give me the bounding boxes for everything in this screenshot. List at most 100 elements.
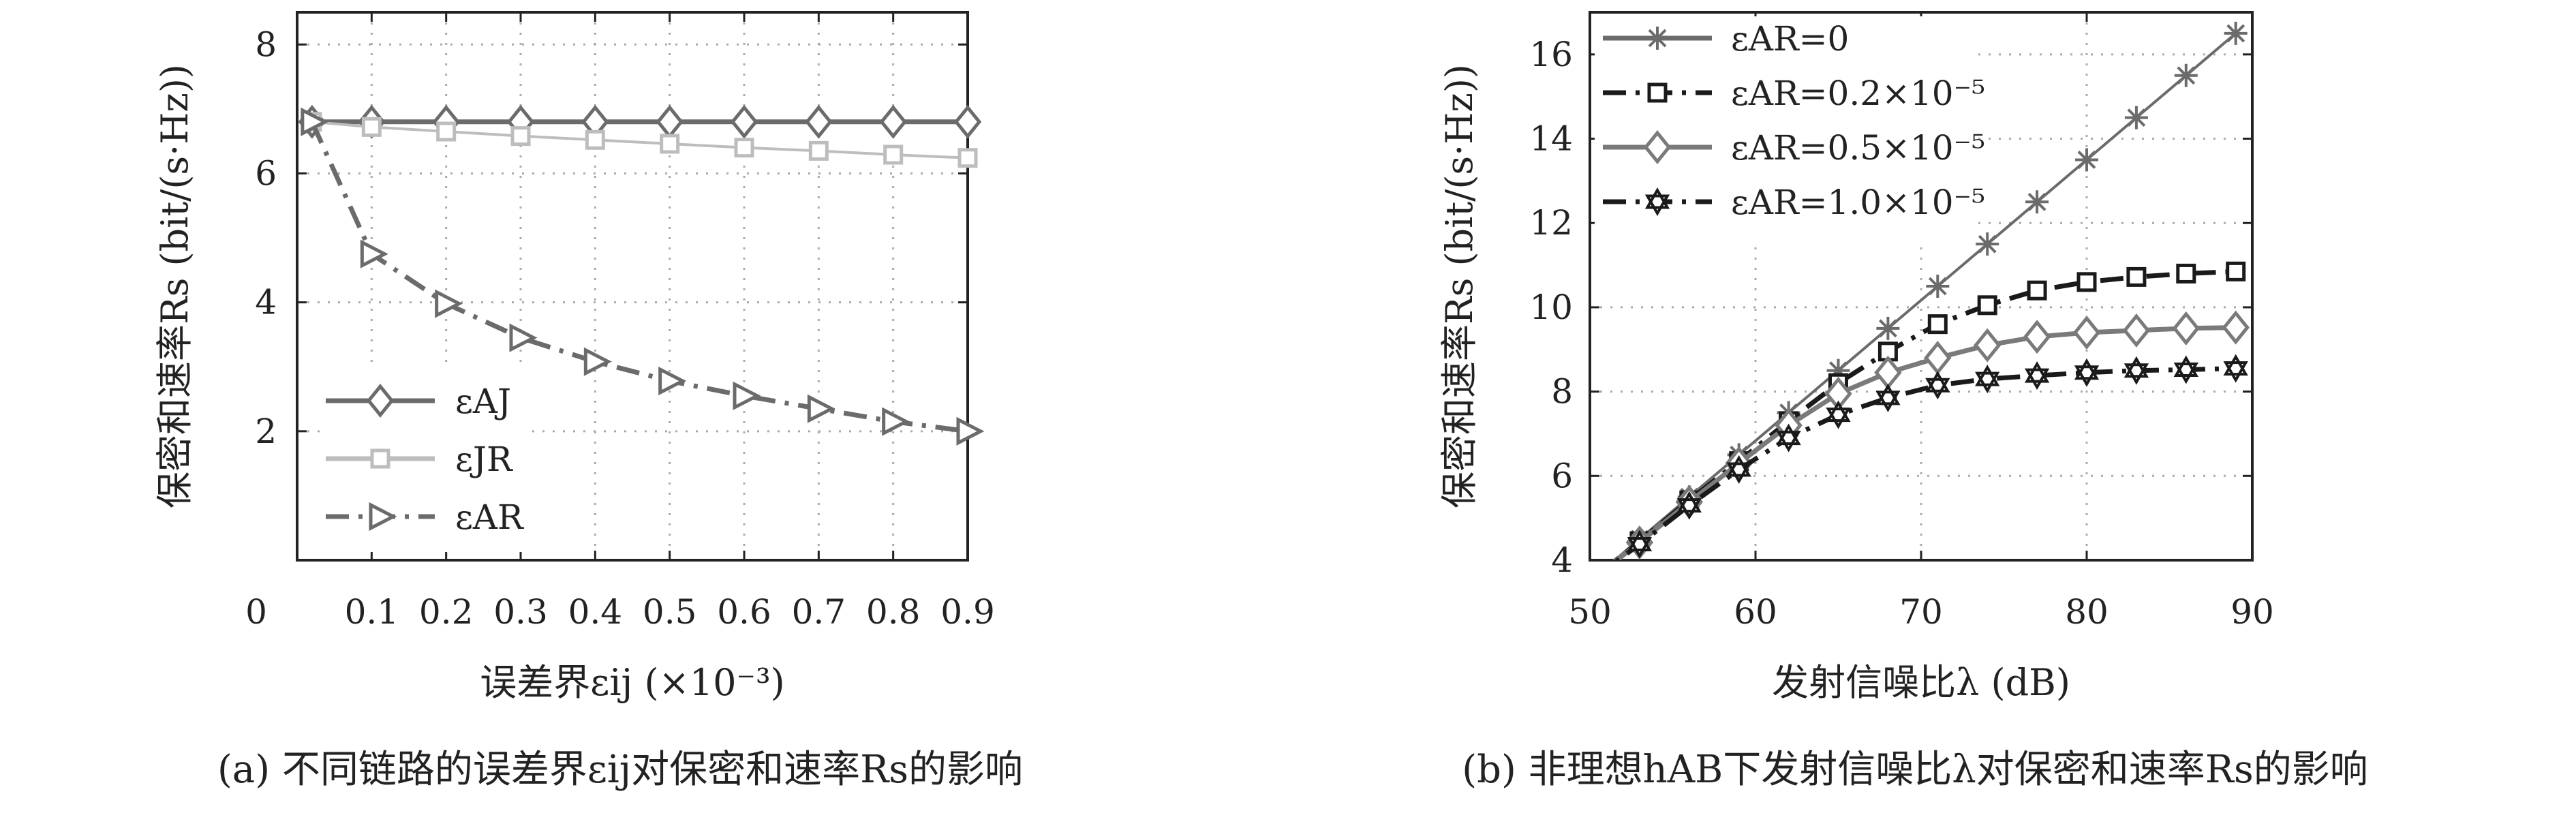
data-point [2222, 310, 2250, 345]
data-point [808, 140, 829, 161]
y-axis-label: 保密和速率Rs (bit/(s·Hz)) [1438, 64, 1481, 508]
data-point [1826, 358, 1850, 382]
data-point [2122, 313, 2151, 348]
legend-label: εAR=0 [1731, 19, 1849, 59]
data-point [957, 148, 978, 168]
data-point [953, 104, 982, 139]
legend-marker-icon [370, 448, 390, 469]
y-tick-label: 8 [255, 25, 277, 64]
data-point [2174, 63, 2198, 87]
series-2 [301, 107, 985, 446]
data-point [882, 407, 910, 436]
legend-entry [1603, 27, 1712, 50]
data-point [1973, 328, 2002, 363]
caption: (b) 非理想hAB下发射信噪比λ对保密和速率Rs的影响 [1462, 748, 2367, 792]
legend-marker-icon [366, 384, 395, 418]
legend-label: εAR=1.0×10⁻⁵ [1731, 183, 1985, 222]
data-point [2123, 363, 2149, 385]
data-point [360, 239, 388, 269]
x-tick-label: 60 [1734, 592, 1777, 632]
data-point [435, 289, 463, 318]
y-tick-label: 2 [255, 412, 277, 451]
data-point [2075, 148, 2098, 172]
data-point [734, 138, 754, 158]
legend-label: εAR=0.5×10⁻⁵ [1731, 128, 1985, 168]
data-point [2025, 190, 2049, 214]
x-tick-label: 0.5 [643, 592, 697, 632]
x-tick-label: 0.9 [940, 592, 995, 632]
x-tick-label: 0.8 [866, 592, 921, 632]
data-point [2023, 320, 2051, 354]
legend-label: εAR [455, 497, 524, 537]
data-point [2226, 261, 2246, 281]
y-tick-label: 14 [1529, 119, 1573, 159]
x-tick-label: 80 [2065, 592, 2109, 632]
data-point [805, 104, 833, 139]
legend-entry [326, 384, 435, 418]
data-point [436, 121, 457, 142]
series-line [1612, 269, 2236, 560]
data-point [583, 347, 612, 376]
series-0 [298, 104, 982, 139]
data-point [2076, 272, 2097, 292]
data-point [1826, 408, 1851, 429]
x-tick-label: 50 [1568, 592, 1612, 632]
data-point [807, 394, 835, 423]
data-point [1925, 378, 1950, 400]
x-tick-label: 0 [245, 592, 267, 632]
data-point [361, 117, 382, 137]
data-point [2223, 361, 2248, 383]
data-point [1975, 371, 2000, 394]
y-axis-label: 保密和速率Rs (bit/(s·Hz)) [153, 64, 196, 508]
legend-entry [1603, 82, 1712, 103]
legend-label: εAR=0.2×10⁻⁵ [1731, 74, 1985, 113]
series-group [1612, 21, 2250, 560]
data-point [730, 104, 758, 139]
data-point [1676, 498, 1702, 520]
y-tick-label: 8 [1551, 372, 1573, 412]
x-tick-label: 70 [1899, 592, 1943, 632]
data-point [883, 144, 904, 165]
data-point [1627, 537, 1653, 559]
legend-label: εAJ [455, 382, 511, 421]
x-tick-label: 0.3 [493, 592, 548, 632]
legend-marker-icon [369, 502, 397, 532]
data-point [2024, 368, 2050, 390]
data-point [1926, 275, 1950, 298]
legend-entry [1603, 130, 1712, 164]
x-axis-label: 发射信噪比λ (dB) [1772, 661, 2070, 704]
data-point [2027, 280, 2047, 301]
x-tick-label: 0.2 [419, 592, 474, 632]
data-point [2124, 106, 2148, 129]
plot-frame [296, 11, 969, 562]
legend-a: εAJ εJR εAR [320, 368, 532, 552]
x-tick-label: 90 [2230, 592, 2274, 632]
data-point [658, 366, 687, 396]
data-point [2176, 263, 2196, 283]
data-point [2074, 365, 2100, 387]
x-tick-label: 0.7 [792, 592, 846, 632]
x-tick-label: 0.1 [345, 592, 399, 632]
series-1 [1612, 261, 2246, 560]
data-point [2172, 311, 2201, 346]
y-tick-label: 6 [1551, 456, 1573, 495]
data-point [1976, 232, 1999, 256]
data-point [301, 107, 329, 136]
y-tick-label: 4 [1551, 540, 1573, 580]
chart-a: 0 0.1 0.2 0.3 0.4 0.5 0.6 0.7 0.8 0.92468εAJεJRεA… [153, 11, 1023, 792]
y-tick-label: 10 [1529, 288, 1573, 327]
data-point [660, 134, 680, 154]
data-point [1876, 316, 1900, 340]
data-point [2072, 316, 2101, 350]
legend-label: εJR [455, 440, 513, 479]
y-tick-label: 12 [1529, 203, 1573, 243]
caption: (a) 不同链路的误差界εij对保密和速率Rs的影响 [217, 748, 1023, 792]
data-point [1726, 462, 1751, 485]
data-point [1977, 295, 1997, 316]
data-point [879, 104, 907, 139]
y-tick-label: 16 [1529, 35, 1573, 74]
legend-entry [1603, 187, 1712, 217]
data-point [1875, 390, 1901, 412]
legend-marker-icon [1646, 27, 1669, 50]
